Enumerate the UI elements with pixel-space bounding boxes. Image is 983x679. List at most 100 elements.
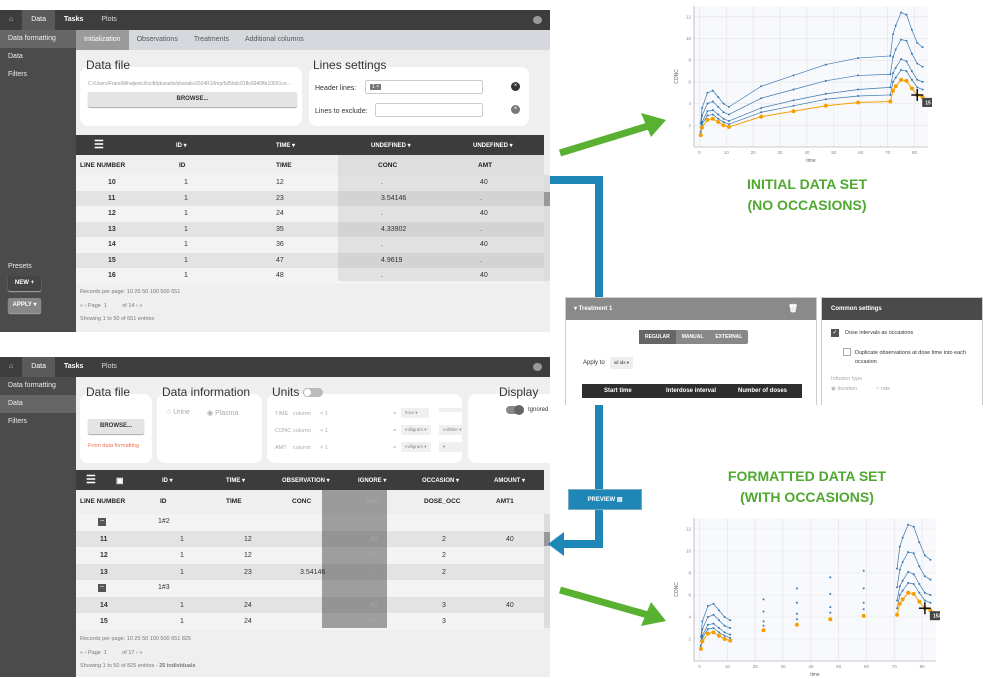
table-row[interactable]: 11 1 23 3.54146.	[76, 190, 544, 206]
tab-initialization[interactable]: Initialization	[76, 30, 129, 50]
header-id[interactable]: ID	[160, 498, 167, 505]
coltype-id[interactable]: ID ▾	[162, 478, 173, 484]
home-icon[interactable]: ⌂	[9, 16, 14, 23]
table-row[interactable]: 11 1 12 40 2 40	[76, 530, 544, 547]
unit-select[interactable]: hour ▾	[401, 408, 429, 418]
tab-treatments[interactable]: Treatments	[193, 36, 229, 43]
records-options[interactable]: 10 25 50 100 500 651	[126, 289, 181, 295]
table-row[interactable]: 14 1 36. 40	[76, 237, 544, 253]
coltype-observation[interactable]: OBSERVATION ▾	[282, 478, 330, 484]
header-conc[interactable]: CONC	[292, 498, 312, 505]
coltype-time[interactable]: TIME ▾	[226, 478, 246, 484]
sidebar-item-filters[interactable]: Filters	[8, 71, 28, 78]
sidebar-item-data[interactable]: Data	[0, 395, 76, 413]
plasma-radio[interactable]: ◉ Plasma	[207, 410, 239, 417]
apply-to-select[interactable]: all ids ▾	[610, 357, 634, 369]
page-input[interactable]: 1	[103, 303, 107, 309]
unit-select[interactable]: milligram ▾	[401, 442, 431, 452]
header-line-number[interactable]: LINE NUMBER	[80, 162, 126, 169]
group-row[interactable]: − 1#3	[76, 580, 544, 597]
header-lines-tag[interactable]: 1 ×	[370, 84, 382, 90]
nav-tasks[interactable]: Tasks	[64, 16, 84, 23]
urine-radio[interactable]: ○ Urine	[167, 409, 190, 416]
table-row[interactable]: 10 1 12. 40	[76, 175, 544, 191]
table-scrollbar[interactable]	[544, 175, 550, 281]
records-options[interactable]: 10 25 50 100 500 651 825	[126, 636, 192, 642]
new-preset-button[interactable]: NEW +	[8, 276, 41, 291]
first-page-button[interactable]: «	[80, 650, 84, 656]
coltype-occasion[interactable]: OCCASION ▾	[422, 478, 460, 484]
last-page-button[interactable]: »	[139, 650, 143, 656]
ignored-toggle[interactable]	[506, 405, 524, 415]
coltype-conc[interactable]: UNDEFINED ▾	[371, 143, 411, 149]
table-row[interactable]: 14 1 24 40 3 40	[76, 596, 544, 613]
header-conc[interactable]: CONC	[378, 162, 398, 169]
browse-button[interactable]: BROWSE...	[88, 92, 297, 107]
unit-denominator-select[interactable]: ▾	[439, 442, 467, 452]
chat-icon[interactable]	[533, 363, 542, 371]
next-page-button[interactable]: ›	[136, 650, 138, 656]
nav-data[interactable]: Data	[22, 10, 56, 30]
rate-radio[interactable]: ○ rate	[876, 386, 891, 392]
collapse-icon[interactable]: −	[98, 518, 106, 526]
nav-data[interactable]: Data	[22, 357, 56, 377]
mode-regular[interactable]: REGULAR	[639, 330, 676, 344]
unit-denominator-select[interactable]	[439, 408, 467, 412]
mode-external[interactable]: EXTERNAL	[715, 334, 743, 340]
unit-denominator-select[interactable]: milliliter ▾	[439, 425, 467, 435]
table-row[interactable]: 16 1 48. 40	[76, 268, 544, 284]
header-dose-occ[interactable]: DOSE_OCC	[424, 498, 461, 505]
table-row[interactable]: 12 1 24. 40	[76, 206, 544, 222]
dose-intervals-checkbox[interactable]: ✓	[831, 329, 839, 337]
sidebar-item-filters[interactable]: Filters	[8, 418, 28, 425]
browse-button[interactable]: BROWSE...	[88, 419, 144, 434]
nav-plots[interactable]: Plots	[101, 16, 117, 23]
coltype-time[interactable]: TIME ▾	[276, 143, 296, 149]
page-input[interactable]: 1	[103, 650, 107, 656]
nav-tasks[interactable]: Tasks	[64, 363, 84, 370]
clear-lines-to-exclude-icon[interactable]: ×	[511, 105, 520, 114]
coltype-ignore[interactable]: IGNORE ▾	[358, 478, 387, 484]
menu-icon[interactable]: ☰	[94, 139, 104, 151]
sidebar-item-data-formatting[interactable]: Data formatting	[0, 30, 76, 48]
unit-multiplier[interactable]: × 1	[320, 411, 328, 417]
duplicate-checkbox[interactable]	[843, 348, 851, 356]
apply-preset-button[interactable]: APPLY ▾	[8, 298, 41, 313]
sidebar-item-data[interactable]: Data	[8, 53, 23, 60]
nav-plots[interactable]: Plots	[101, 363, 117, 370]
header-id[interactable]: ID	[179, 162, 186, 169]
table-row[interactable]: 13 1 35 4.33902.	[76, 221, 544, 237]
sidebar-item-data-formatting[interactable]: Data formatting	[8, 382, 56, 389]
header-amt[interactable]: AMT	[478, 162, 493, 169]
tab-observations[interactable]: Observations	[136, 36, 178, 43]
header-amt1[interactable]: AMT1	[496, 498, 514, 505]
prev-page-button[interactable]: ‹	[84, 650, 87, 656]
header-line-number[interactable]: LINE NUMBER	[80, 498, 126, 505]
header-time[interactable]: TIME	[276, 162, 292, 169]
chat-icon[interactable]	[533, 16, 542, 24]
unit-select[interactable]: milligram ▾	[401, 425, 431, 435]
units-toggle[interactable]	[303, 388, 323, 397]
table-row[interactable]: 15 1 24 40 3	[76, 613, 544, 630]
prev-page-button[interactable]: ‹	[84, 303, 87, 309]
coltype-id[interactable]: ID ▾	[176, 143, 187, 149]
clear-header-lines-icon[interactable]: ×	[511, 82, 520, 91]
trash-icon[interactable]: 🗑	[787, 304, 798, 313]
menu-icon[interactable]: ☰	[86, 474, 96, 486]
tab-additional-columns[interactable]: Additional columns	[244, 36, 304, 43]
table-scrollbar[interactable]	[544, 514, 550, 628]
header-amt[interactable]: AMT	[366, 498, 381, 505]
header-lines-input[interactable]: 1 ×	[365, 80, 483, 94]
group-row[interactable]: − 1#2	[76, 514, 544, 531]
treatment-header[interactable]: ▾ Treatment 1 🗑	[566, 298, 816, 320]
unit-multiplier[interactable]: × 1	[320, 445, 328, 451]
table-row[interactable]: 15 1 47 4.9619.	[76, 252, 544, 268]
save-icon[interactable]: ▣	[116, 476, 124, 485]
first-page-button[interactable]: «	[80, 303, 84, 309]
coltype-amount[interactable]: AMOUNT ▾	[494, 478, 526, 484]
table-row[interactable]: 13 1 23 3.54146. 2	[76, 563, 544, 580]
table-row[interactable]: 12 1 12 40 2	[76, 547, 544, 564]
mode-manual[interactable]: MANUAL	[681, 334, 704, 340]
preview-button[interactable]: PREVIEW ▤	[568, 489, 642, 510]
lines-to-exclude-input[interactable]	[375, 103, 483, 117]
